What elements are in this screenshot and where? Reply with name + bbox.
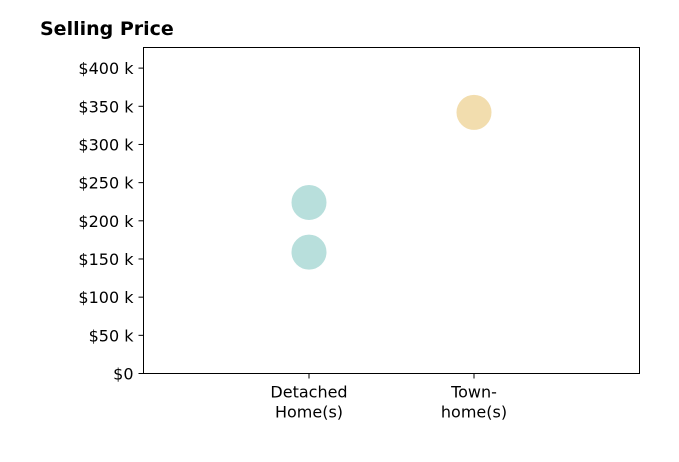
y-tick-label: $0 (113, 365, 133, 384)
y-axis: $0 $50 k $100 k $150 k $200 k $250 k $300 k $35… (78, 59, 144, 384)
y-tick-label: $300 k (78, 135, 134, 154)
data-point (291, 184, 327, 220)
x-tick-label: Detached (270, 383, 347, 402)
y-tick-label: $200 k (78, 212, 134, 231)
y-tick-label: $350 k (78, 97, 134, 116)
y-tick-label: $50 k (89, 326, 135, 345)
chart-title: Selling Price (40, 18, 174, 40)
y-tick-label: $250 k (78, 174, 134, 193)
y-tick-label: $400 k (78, 59, 134, 78)
y-tick-label: $100 k (78, 288, 134, 307)
data-points (291, 94, 492, 270)
data-point (456, 94, 492, 130)
y-tick-label: $150 k (78, 250, 134, 269)
x-tick-label: Town- (450, 383, 497, 402)
x-tick-label: home(s) (441, 403, 507, 422)
data-point (291, 234, 327, 270)
x-tick-label: Home(s) (275, 403, 343, 422)
plot-frame (143, 47, 640, 374)
